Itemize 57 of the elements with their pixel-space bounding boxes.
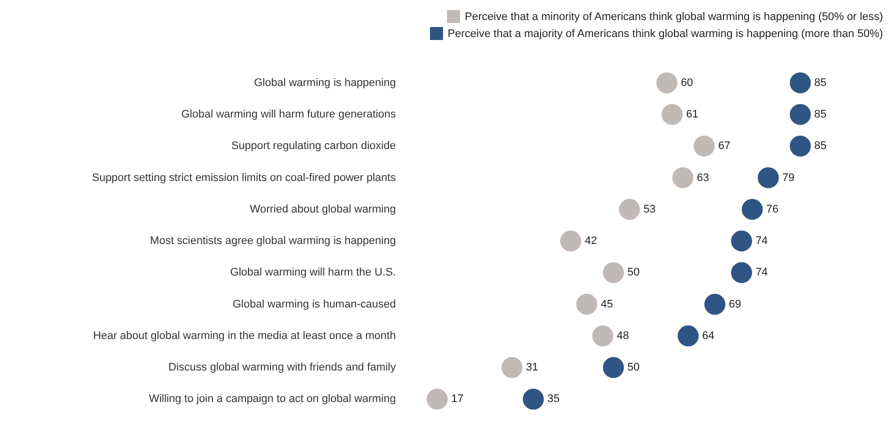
data-label: 76 — [766, 203, 778, 216]
data-label: 67 — [718, 140, 730, 152]
point — [576, 294, 598, 315]
data-label: 64 — [702, 330, 714, 342]
data-label: 48 — [616, 330, 629, 342]
data-label: 50 — [627, 266, 640, 279]
y-tick-label: Most scientists agree global warming is happening — [150, 235, 396, 248]
point — [672, 167, 694, 188]
point — [790, 136, 811, 157]
point — [602, 357, 624, 378]
y-tick-label: Global warming is human-caused — [232, 298, 396, 310]
point — [522, 388, 544, 410]
legend-label: Perceive that a majority of Americans think global warming is happening (more than 50%) — [448, 28, 883, 40]
point — [618, 198, 640, 220]
point — [704, 294, 726, 315]
point — [790, 104, 811, 125]
data-label: 79 — [782, 172, 795, 184]
point — [662, 104, 683, 125]
data-label: 53 — [643, 203, 656, 216]
y-tick-label: Hear about global warming in the media at least once a month — [93, 330, 396, 342]
data-label: 50 — [627, 362, 640, 374]
data-label: 85 — [814, 76, 827, 89]
data-label: 85 — [814, 108, 827, 120]
point — [501, 357, 522, 378]
data-label: 69 — [728, 298, 742, 310]
y-tick-label: Discuss global warming with friends and family — [168, 362, 396, 374]
data-label: 31 — [526, 362, 538, 374]
data-label: 61 — [686, 108, 698, 120]
data-label: 42 — [584, 235, 597, 248]
data-label: 74 — [756, 235, 768, 248]
y-tick-label: Global warming is happening — [254, 76, 396, 89]
data-label: 45 — [600, 298, 613, 310]
point — [602, 262, 624, 284]
y-tick-label: Worried about global warming — [250, 203, 396, 216]
point — [694, 136, 715, 157]
point — [592, 325, 614, 346]
point — [731, 230, 752, 252]
y-tick-label: Support regulating carbon dioxide — [231, 140, 396, 152]
data-label: 74 — [756, 266, 768, 279]
legend-label: Perceive that a minority of Americans think global warming is happening (50% or less) — [464, 10, 883, 22]
point — [790, 72, 811, 94]
point — [731, 262, 752, 284]
y-tick-label: Global warming will harm the U.S. — [230, 266, 396, 279]
point — [742, 198, 763, 220]
data-label: 35 — [547, 393, 560, 406]
y-tick-label: Global warming will harm future generations — [181, 108, 396, 120]
data-label: 85 — [814, 140, 827, 152]
point — [560, 230, 582, 252]
data-label: 63 — [696, 172, 710, 184]
y-tick-label: Support setting strict emission limits on coal-fired power plants — [92, 172, 396, 184]
point — [656, 72, 678, 94]
data-label: 60 — [680, 76, 694, 89]
y-tick-label: Willing to join a campaign to act on global warming — [148, 393, 396, 406]
point — [426, 388, 448, 410]
point — [758, 167, 779, 188]
point — [678, 325, 699, 346]
data-label: 17 — [451, 393, 464, 406]
